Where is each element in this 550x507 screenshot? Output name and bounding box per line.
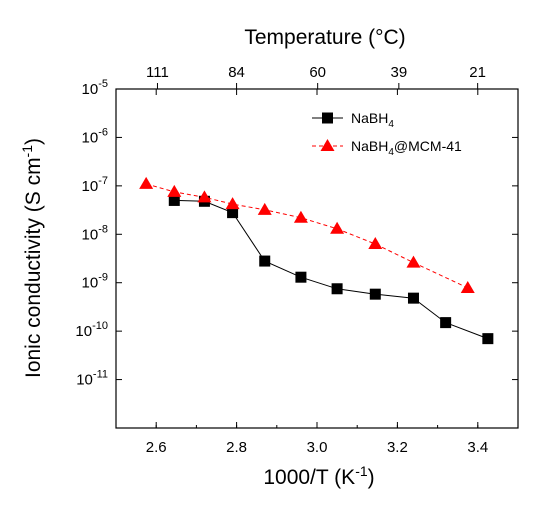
x-tick-label: 2.8	[226, 439, 247, 456]
data-point-square	[259, 255, 271, 267]
y-tick-label-base: 10	[75, 323, 92, 340]
legend-label-nabh4-mcm41: NaBH4@MCM-41	[351, 138, 462, 158]
top-tick-label: 111	[146, 64, 169, 81]
data-point-square	[168, 194, 180, 206]
top-tick-label: 21	[469, 64, 486, 81]
legend-label-nabh4: NaBH4	[351, 110, 394, 130]
y-tick-label-exponent: -10	[92, 320, 108, 332]
y-tick-label: 10-6	[82, 126, 108, 146]
x-axis-title-sup: -1	[355, 463, 368, 479]
y-tick-label: 10-8	[82, 223, 108, 243]
data-point-triangle	[330, 221, 345, 234]
data-point-square	[482, 333, 494, 345]
y-tick-label: 10-9	[82, 272, 108, 292]
legend-item-nabh4: NaBH4	[312, 110, 394, 130]
series-layer	[139, 176, 494, 345]
series-line-0	[174, 199, 488, 340]
y-tick-label-exponent: -11	[93, 369, 108, 381]
axis-ticks	[115, 83, 519, 428]
legend-label-nabh4-mcm41-main: NaBH	[351, 138, 388, 154]
legend-label-nabh4-mcm41-sub: 4	[388, 147, 394, 158]
data-point-triangle	[197, 190, 212, 203]
y-tick-label-exponent: -8	[98, 223, 108, 235]
legend-marker-nabh4-mcm41	[320, 139, 335, 151]
series-line-1	[146, 183, 469, 289]
y-tick-label-exponent: -9	[98, 272, 108, 284]
data-point-triangle	[406, 255, 421, 268]
top-axis-title: Temperature (°C)	[244, 26, 405, 49]
y-axis-title-main: Ionic conductivity (S cm	[22, 157, 45, 378]
y-tick-label-base: 10	[82, 129, 99, 146]
data-point-square	[369, 288, 381, 300]
y-tick-label-base: 10	[82, 226, 99, 243]
x-tick-label: 3.0	[307, 439, 328, 456]
data-point-triangle	[167, 184, 182, 197]
top-tick-label: 84	[228, 64, 245, 81]
data-point-triangle	[293, 210, 308, 223]
y-tick-label-base: 10	[82, 178, 99, 195]
top-tick-label: 60	[309, 64, 326, 81]
legend-item-nabh4-mcm41: NaBH4@MCM-41	[312, 138, 462, 158]
legend: NaBH4 NaBH4@MCM-41	[312, 110, 462, 158]
x-tick-label: 3.2	[387, 439, 408, 456]
x-tick-label: 2.6	[146, 439, 167, 456]
top-tick-label: 39	[390, 64, 407, 81]
y-tick-label-base: 10	[82, 81, 99, 98]
data-point-square	[331, 283, 343, 295]
y-axis-title-sup: -1	[19, 145, 35, 158]
y-axis-title-close: )	[22, 138, 45, 145]
data-point-triangle	[460, 280, 475, 293]
data-point-square	[440, 317, 452, 329]
data-point-square	[295, 271, 307, 283]
y-tick-label: 10-5	[82, 78, 108, 98]
y-tick-label-base: 10	[76, 372, 93, 389]
data-point-square	[227, 207, 239, 219]
legend-label-nabh4-main: NaBH	[351, 110, 388, 126]
data-point-triangle	[257, 202, 272, 215]
y-tick-label-base: 10	[82, 275, 99, 292]
x-tick-label: 3.4	[467, 439, 488, 456]
data-point-triangle	[225, 197, 240, 210]
y-axis-title: Ionic conductivity (S cm-1)	[19, 138, 45, 378]
y-tick-label-exponent: -5	[98, 78, 108, 90]
x-axis-title-main: 1000/T (K	[263, 466, 355, 489]
legend-label-nabh4-mcm41-rest: @MCM-41	[394, 138, 462, 154]
x-axis-title: 1000/T (K-1)	[263, 463, 374, 489]
legend-marker-nabh4	[322, 112, 333, 124]
y-tick-label: 10-10	[75, 320, 108, 340]
x-axis-title-close: )	[368, 466, 375, 489]
y-tick-label-exponent: -6	[98, 126, 108, 138]
y-tick-label-exponent: -7	[98, 175, 108, 187]
y-tick-label: 10-11	[76, 369, 108, 389]
y-tick-label: 10-7	[82, 175, 108, 195]
data-point-triangle	[139, 176, 154, 189]
legend-label-nabh4-sub: 4	[388, 119, 394, 130]
data-point-square	[407, 292, 419, 304]
data-point-triangle	[368, 237, 383, 250]
